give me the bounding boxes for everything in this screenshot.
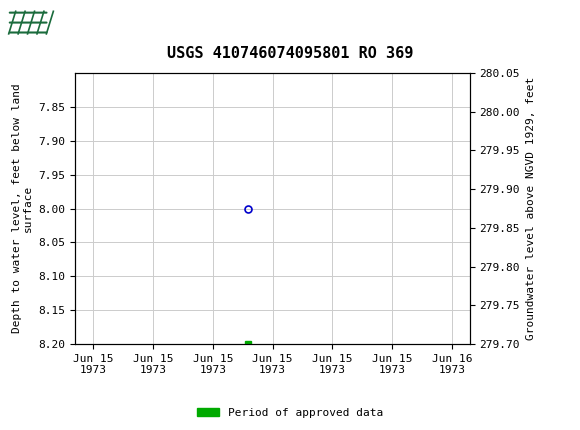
Y-axis label: Depth to water level, feet below land
surface: Depth to water level, feet below land su… bbox=[12, 84, 33, 333]
Text: USGS: USGS bbox=[61, 13, 121, 32]
Text: USGS 410746074095801 RO 369: USGS 410746074095801 RO 369 bbox=[167, 46, 413, 61]
FancyBboxPatch shape bbox=[1, 2, 53, 43]
Legend: Period of approved data: Period of approved data bbox=[193, 403, 387, 422]
Y-axis label: Groundwater level above NGVD 1929, feet: Groundwater level above NGVD 1929, feet bbox=[525, 77, 535, 340]
